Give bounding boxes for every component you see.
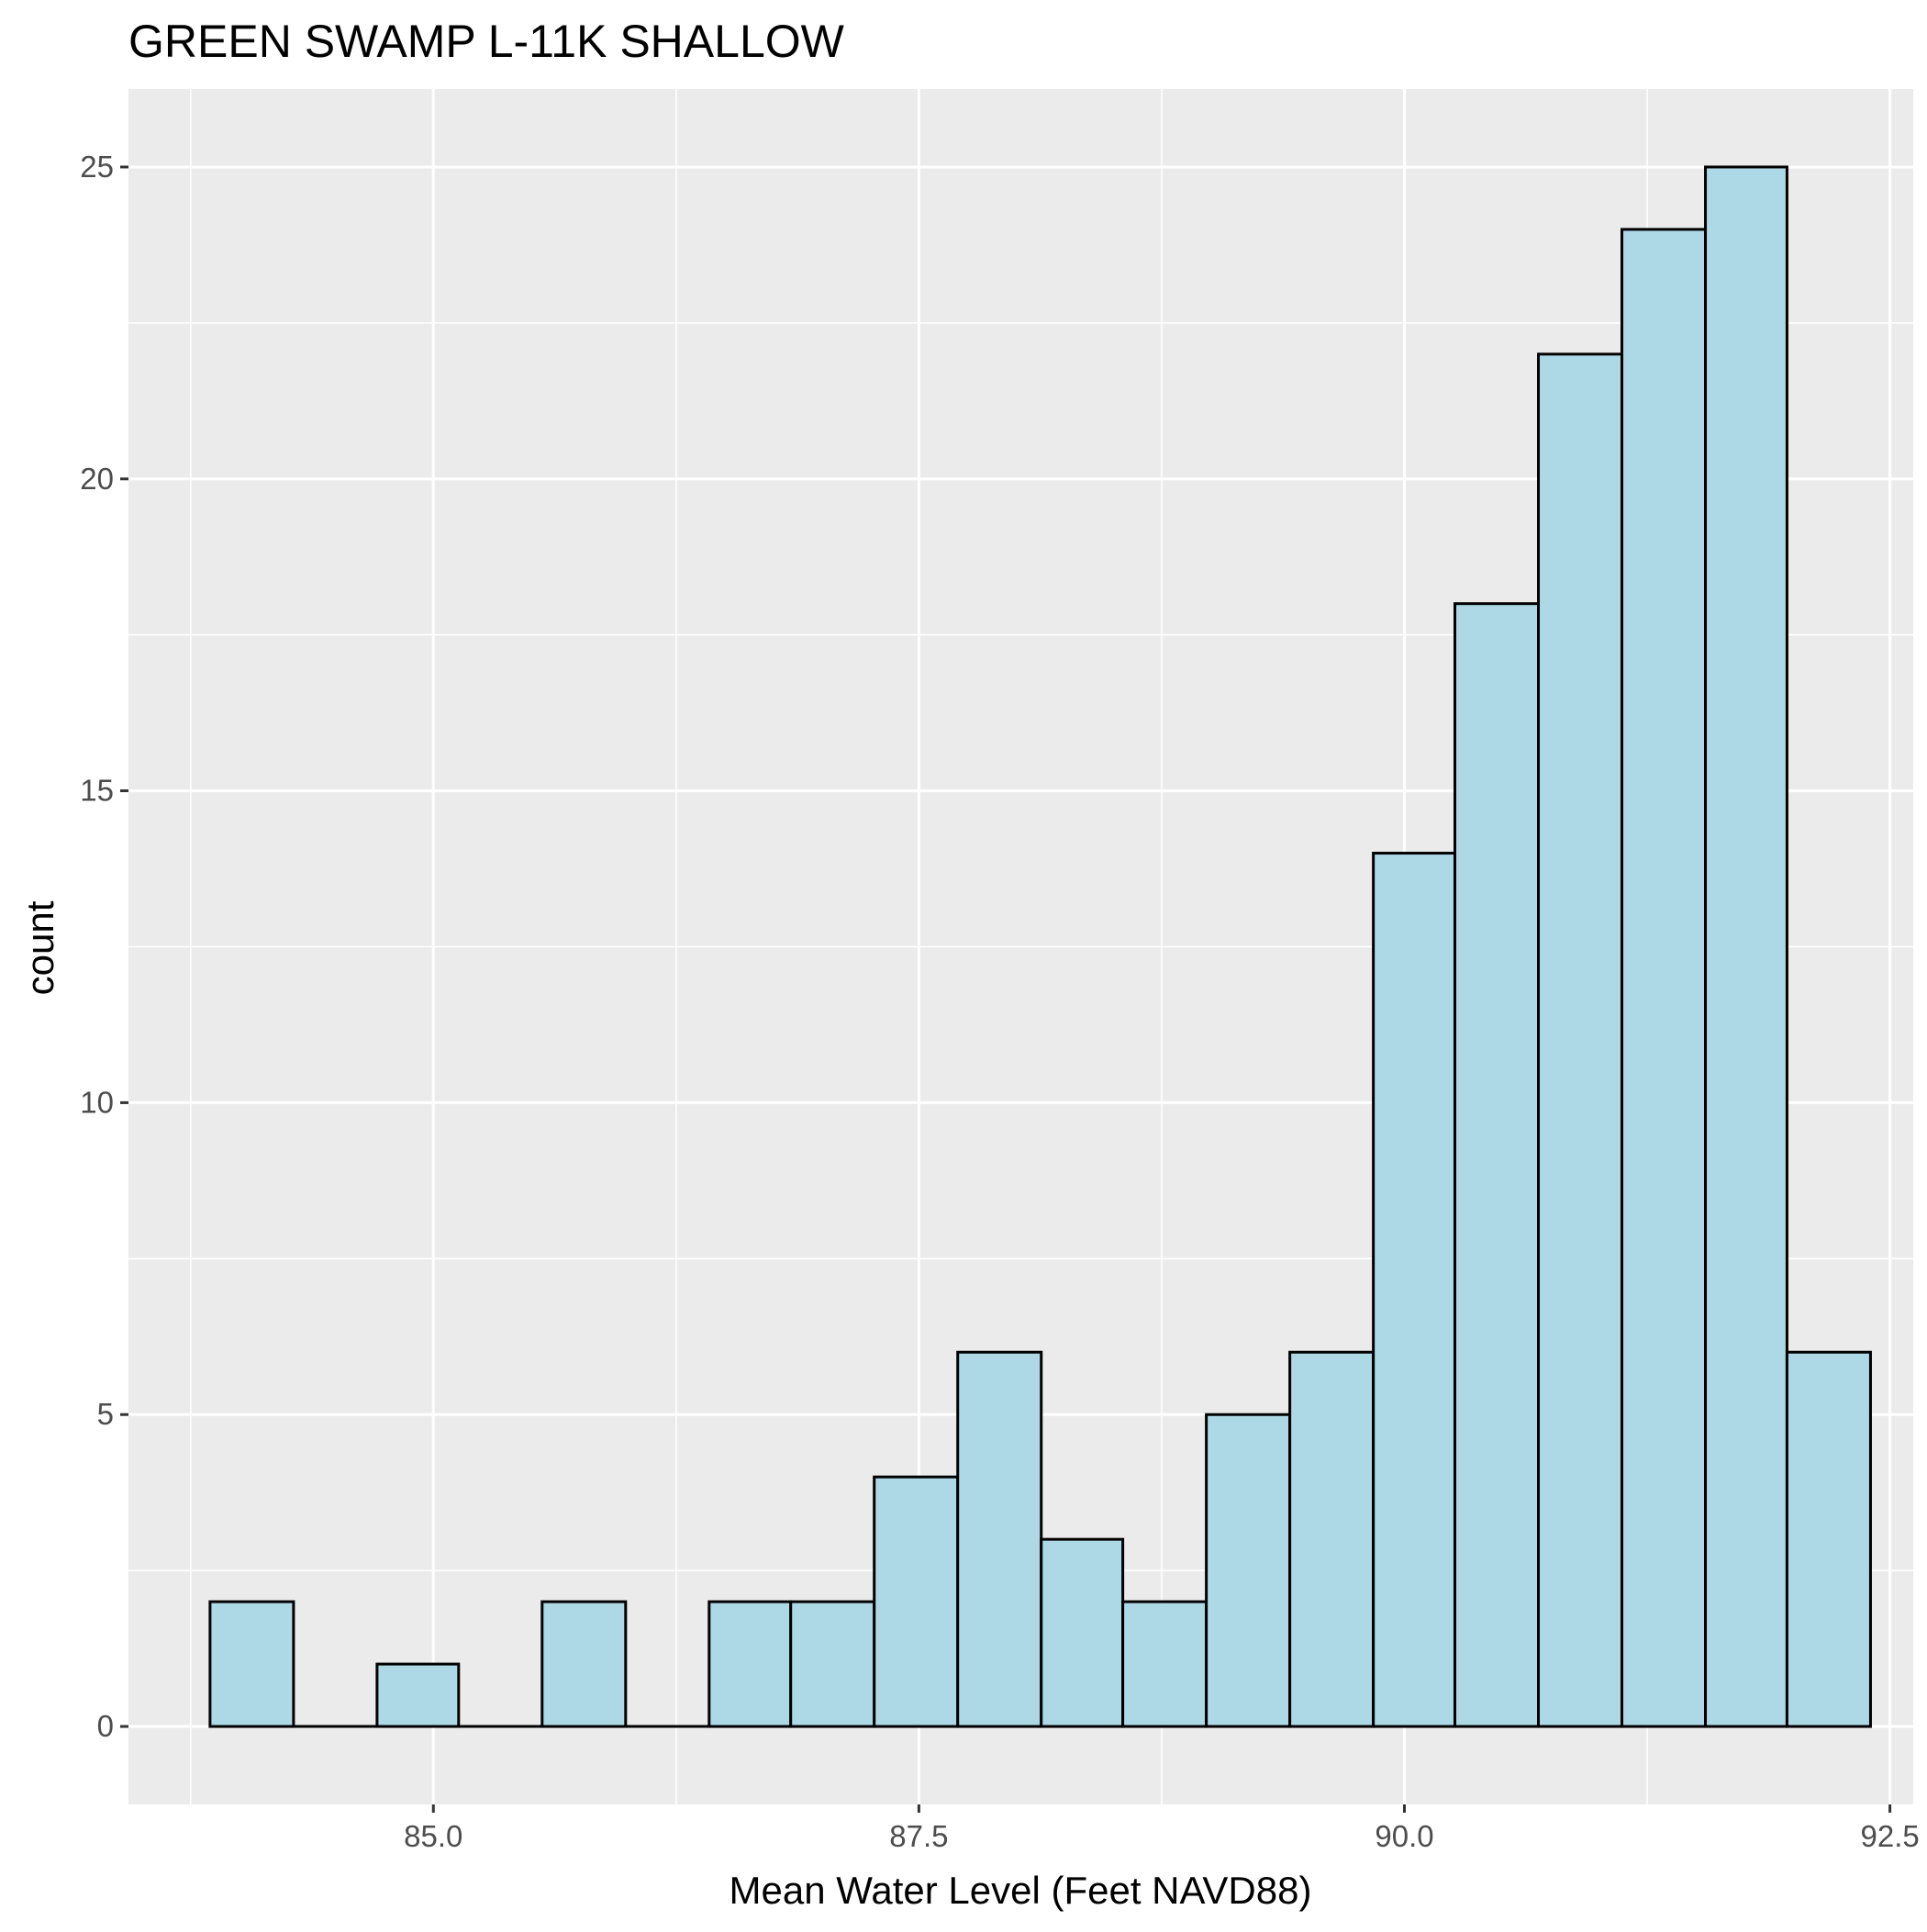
x-tick-label: 90.0 xyxy=(1375,1819,1433,1853)
x-tick-label: 92.5 xyxy=(1860,1819,1919,1853)
histogram-bar xyxy=(540,1600,628,1728)
y-axis-title: count xyxy=(18,900,61,995)
histogram-bar xyxy=(707,1600,793,1728)
histogram-bar xyxy=(873,1475,960,1728)
histogram-bar xyxy=(1205,1413,1292,1728)
histogram-bar xyxy=(1704,165,1788,1728)
histogram-bars xyxy=(208,165,1872,1728)
x-axis-title: Mean Water Level (Feet NAVD88) xyxy=(730,1869,1312,1912)
histogram-bar xyxy=(208,1600,295,1728)
y-tick-label: 10 xyxy=(80,1085,114,1119)
histogram-bar xyxy=(1040,1537,1125,1728)
chart-title: GREEN SWAMP L-11K SHALLOW xyxy=(128,16,845,67)
histogram-bar xyxy=(1454,602,1541,1728)
y-tick-label: 5 xyxy=(97,1397,114,1431)
x-tick-label: 85.0 xyxy=(404,1819,462,1853)
histogram-bar xyxy=(1121,1600,1209,1728)
y-axis: 0 5 10 15 20 25 xyxy=(80,150,128,1743)
histogram-bar xyxy=(1537,352,1624,1728)
histogram-bar xyxy=(1372,852,1457,1728)
histogram-bar xyxy=(956,1350,1043,1728)
y-tick-label: 15 xyxy=(80,774,114,808)
histogram-bar xyxy=(1785,1350,1872,1728)
histogram-bar xyxy=(1621,228,1708,1728)
x-tick-label: 87.5 xyxy=(889,1819,948,1853)
y-tick-label: 25 xyxy=(80,150,114,184)
histogram-bar xyxy=(375,1662,461,1728)
histogram-bar xyxy=(1288,1350,1376,1728)
y-tick-label: 0 xyxy=(97,1709,114,1743)
x-axis: 85.0 87.5 90.0 92.5 xyxy=(404,1804,1920,1853)
y-tick-label: 20 xyxy=(80,462,114,496)
histogram-bar xyxy=(789,1600,876,1728)
